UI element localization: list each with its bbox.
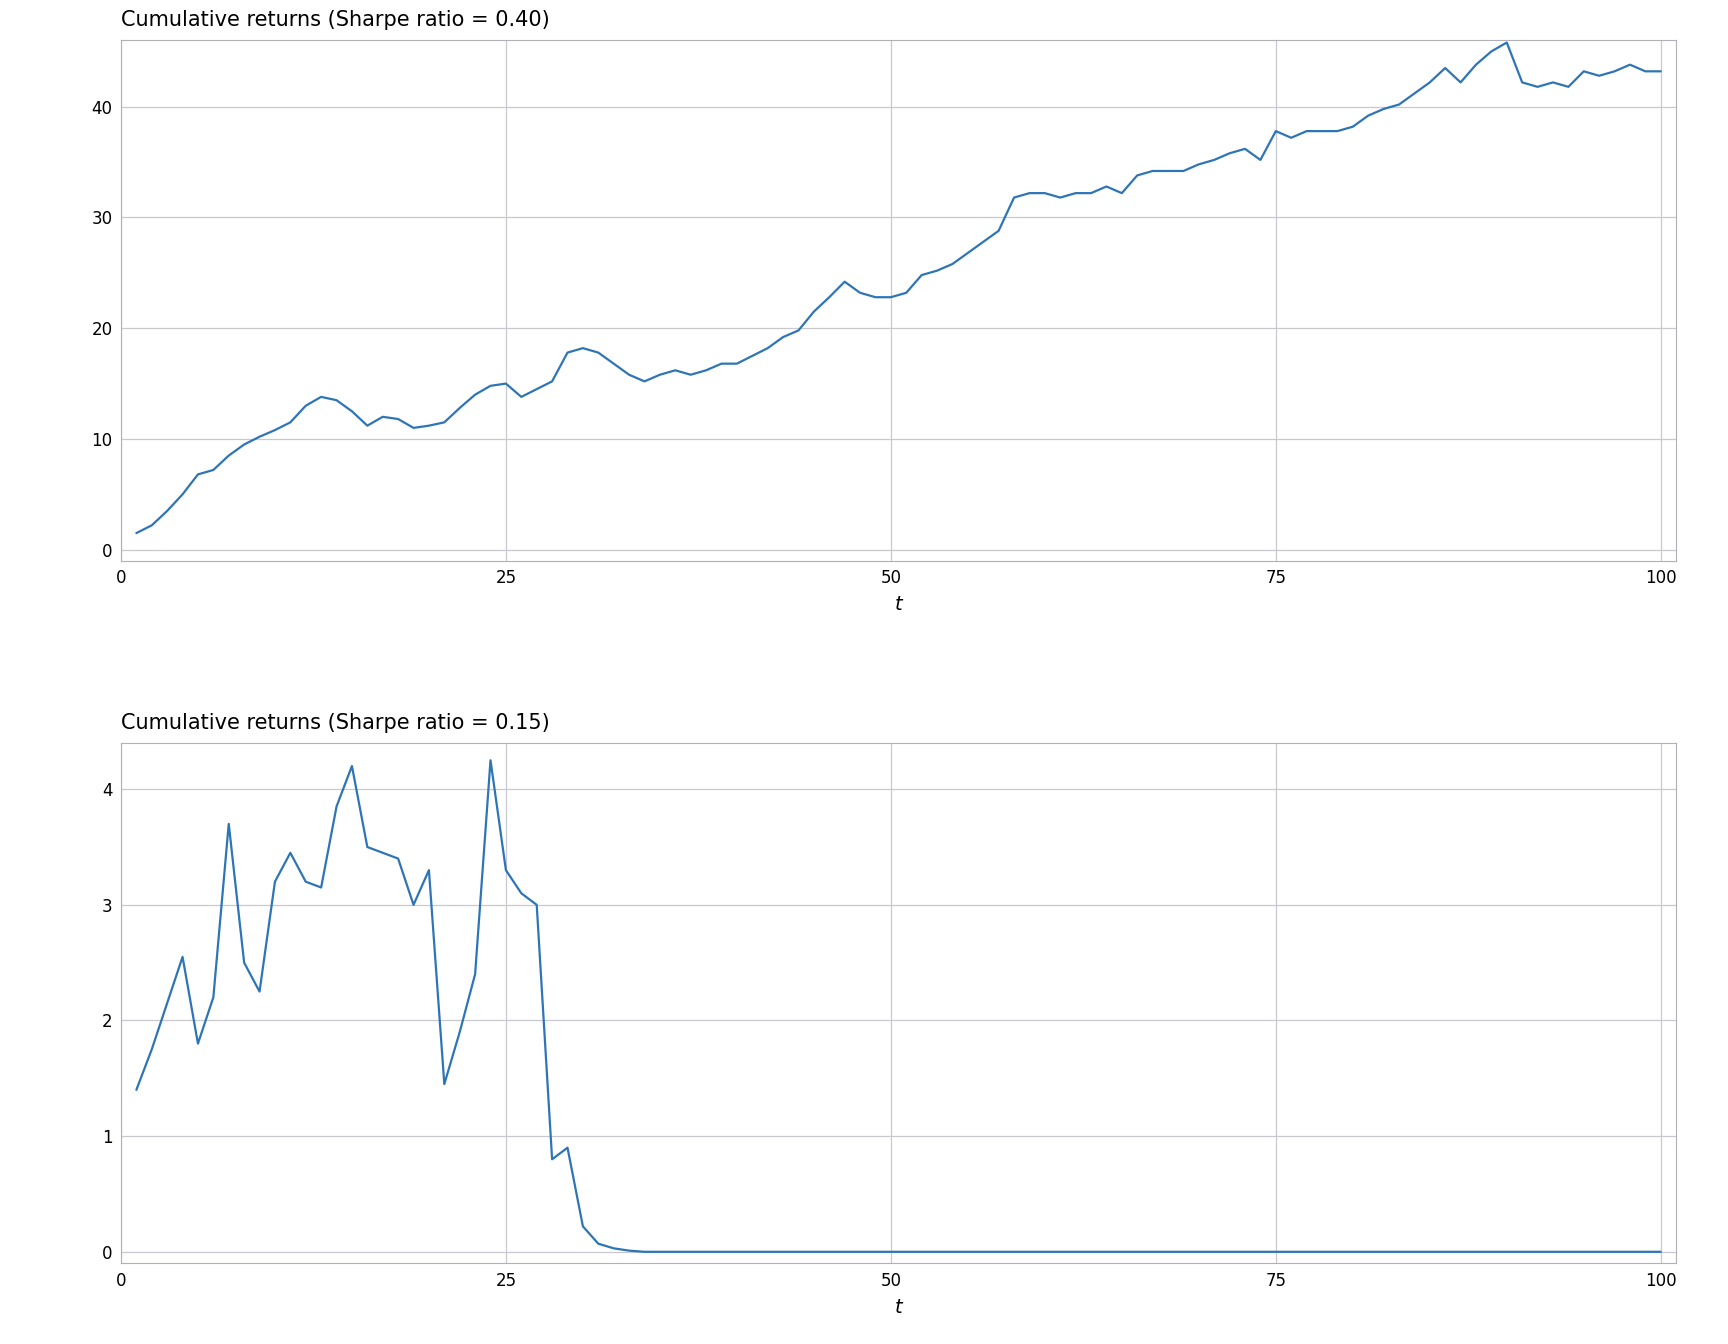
X-axis label: t: t <box>895 1298 902 1317</box>
Text: Cumulative returns (Sharpe ratio = 0.15): Cumulative returns (Sharpe ratio = 0.15) <box>121 714 550 732</box>
X-axis label: t: t <box>895 595 902 614</box>
Text: Cumulative returns (Sharpe ratio = 0.40): Cumulative returns (Sharpe ratio = 0.40) <box>121 11 550 31</box>
